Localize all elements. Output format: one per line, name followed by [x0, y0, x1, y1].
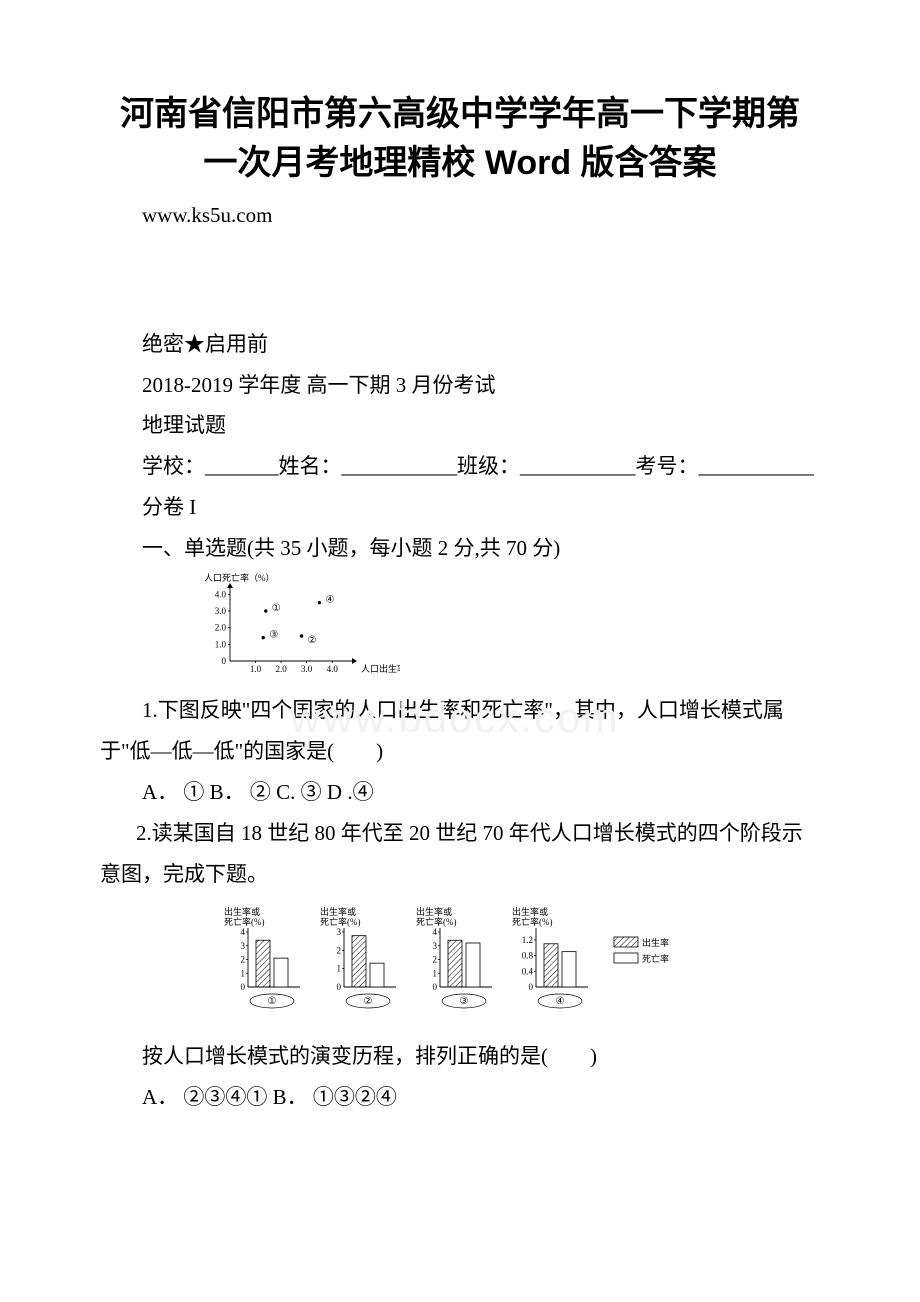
svg-text:出生率或: 出生率或 — [416, 906, 452, 917]
subject: 地理试题 — [100, 405, 820, 446]
svg-text:3: 3 — [337, 927, 342, 937]
svg-text:死亡率(%): 死亡率(%) — [512, 916, 553, 927]
svg-text:出生率: 出生率 — [642, 937, 669, 948]
svg-text:3: 3 — [433, 941, 438, 951]
svg-text:死亡率(%): 死亡率(%) — [320, 916, 361, 927]
svg-text:4: 4 — [241, 927, 246, 937]
svg-text:出生率或: 出生率或 — [320, 906, 356, 917]
part-heading: 一、单选题(共 35 小题，每小题 2 分,共 70 分) — [100, 528, 820, 569]
svg-text:2: 2 — [337, 945, 342, 955]
q1-options: A． ① B． ② C. ③ D .④ — [100, 772, 820, 813]
svg-text:3.0: 3.0 — [301, 664, 313, 674]
svg-text:1.0: 1.0 — [250, 664, 262, 674]
q2-options: A． ②③④① B． ①③②④ — [100, 1077, 820, 1118]
scatter-chart: 人口死亡率（%） 1.0 2.0 3.0 4.0 0 1.0 2.0 3.0 4.0 人口出生率(%… — [200, 571, 820, 682]
title-line1: 河南省信阳市第六高级中学学年高一下学期第 — [100, 90, 820, 139]
svg-text:③: ③ — [460, 996, 469, 1007]
svg-text:0.8: 0.8 — [522, 950, 534, 960]
svg-text:0: 0 — [529, 982, 534, 992]
svg-text:2: 2 — [241, 954, 246, 964]
svg-text:死亡率(%): 死亡率(%) — [416, 916, 457, 927]
svg-text:1: 1 — [433, 968, 438, 978]
section-label: 分卷 I — [100, 487, 820, 528]
svg-text:4.0: 4.0 — [327, 664, 339, 674]
svg-text:1.2: 1.2 — [522, 935, 533, 945]
svg-text:0.4: 0.4 — [522, 966, 534, 976]
svg-text:人口死亡率（%）: 人口死亡率（%） — [204, 572, 275, 583]
svg-text:1: 1 — [337, 964, 342, 974]
source-url: www.ks5u.com — [100, 203, 820, 228]
svg-text:0: 0 — [337, 982, 342, 992]
svg-text:1.0: 1.0 — [215, 640, 227, 650]
bar-charts: 出生率或死亡率(%)12340①出生率或死亡率(%)1230②出生率或死亡率(%… — [220, 905, 820, 1020]
svg-text:③: ③ — [269, 630, 278, 641]
svg-text:3: 3 — [241, 941, 246, 951]
svg-text:0: 0 — [241, 982, 246, 992]
svg-text:2.0: 2.0 — [275, 664, 287, 674]
svg-text:出生率或: 出生率或 — [512, 906, 548, 917]
exam-year: 2018-2019 学年度 高一下期 3 月份考试 — [100, 365, 820, 406]
svg-text:①: ① — [272, 603, 281, 614]
svg-text:4: 4 — [433, 927, 438, 937]
svg-text:①: ① — [268, 996, 277, 1007]
title-line2: 一次月考地理精校 Word 版含答案 — [100, 139, 820, 188]
secret-line: 绝密★启用前 — [100, 324, 820, 365]
svg-text:④: ④ — [556, 996, 565, 1007]
svg-text:2: 2 — [433, 954, 438, 964]
q2-sub: 按人口增长模式的演变历程，排列正确的是( ) — [100, 1036, 820, 1077]
q1-text: 1.下图反映"四个国家的人口出生率和死亡率"，其中，人口增长模式属于"低—低—低… — [100, 690, 820, 772]
svg-text:1: 1 — [241, 968, 246, 978]
svg-text:2.0: 2.0 — [215, 623, 227, 633]
form-line: 学校：_______姓名：___________班级：___________考号… — [100, 446, 820, 487]
svg-text:人口出生率(%): 人口出生率(%) — [361, 663, 400, 674]
svg-text:0: 0 — [222, 656, 227, 666]
q2-text: 2.读某国自 18 世纪 80 年代至 20 世纪 70 年代人口增长模式的四个… — [100, 813, 820, 895]
svg-text:0: 0 — [433, 982, 438, 992]
svg-text:死亡率(%): 死亡率(%) — [224, 916, 265, 927]
svg-text:④: ④ — [325, 595, 334, 606]
svg-text:3.0: 3.0 — [215, 606, 227, 616]
svg-text:②: ② — [308, 635, 317, 646]
svg-text:4.0: 4.0 — [215, 590, 227, 600]
svg-text:死亡率: 死亡率 — [642, 953, 669, 964]
svg-text:②: ② — [364, 996, 373, 1007]
svg-text:出生率或: 出生率或 — [224, 906, 260, 917]
